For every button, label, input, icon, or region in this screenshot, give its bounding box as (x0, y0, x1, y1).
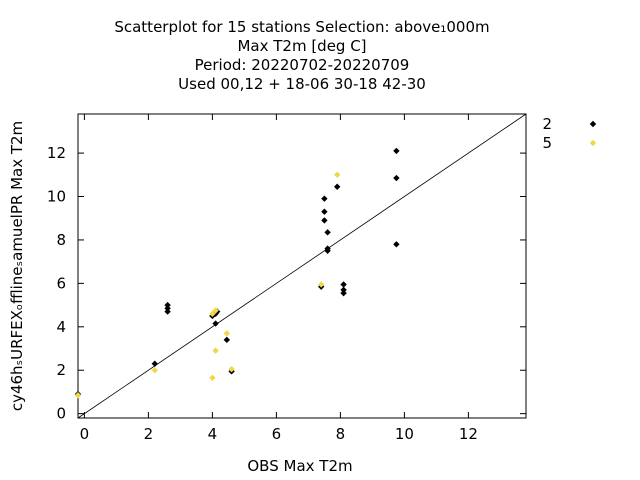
y-tick-label: 4 (56, 318, 66, 336)
data-point-series-2 (151, 360, 158, 367)
y-axis-label: cy46hₛURFEXₒfflineₛamuelPR Max T2m (8, 121, 26, 411)
title-line: Period: 20220702-20220709 (195, 56, 410, 74)
y-tick-label: 6 (56, 274, 66, 292)
data-point-series-5 (212, 347, 219, 354)
x-axis-label: OBS Max T2m (247, 457, 352, 475)
data-point-series-2 (164, 305, 171, 312)
chart-title: Scatterplot for 15 stations Selection: a… (114, 18, 489, 93)
data-point-series-2 (324, 247, 331, 254)
data-point-series-5 (318, 281, 325, 288)
axis-ticks: 0 2 4 6 8 10 12 0 2 4 6 8 10 12 (47, 114, 526, 443)
y-tick-label: 12 (47, 144, 66, 162)
plot-frame (77, 113, 527, 419)
data-point-series-2 (223, 336, 230, 344)
x-tick-label: 8 (336, 425, 346, 443)
data-point-series-2 (393, 174, 400, 182)
reference-line-y-equals-x (77, 113, 527, 419)
x-tick-label: 12 (459, 425, 478, 443)
x-tick-label: 0 (80, 425, 90, 443)
x-tick-label: 2 (144, 425, 154, 443)
title-line: Scatterplot for 15 stations Selection: a… (114, 18, 489, 36)
data-point-series-2 (340, 286, 347, 294)
data-point-series-5 (334, 171, 341, 178)
data-point-series-5 (209, 310, 216, 317)
title-line: Used 00,12 + 18-06 30-18 42-30 (178, 75, 426, 93)
data-point-series-2 (321, 208, 328, 215)
data-point-series-5 (151, 367, 158, 374)
data-point-series-2 (321, 195, 328, 202)
data-point-series-2 (340, 281, 347, 288)
data-point-series-5 (223, 330, 230, 337)
data-point-series-2 (393, 241, 400, 248)
x-tick-label: 4 (208, 425, 218, 443)
y-tick-label: 0 (56, 405, 66, 423)
data-point-series-2 (164, 301, 171, 309)
data-point-series-2 (321, 217, 328, 224)
data-point-series-5 (209, 374, 216, 382)
legend-label: 5 (542, 134, 552, 152)
y-tick-label: 2 (56, 361, 66, 379)
x-tick-label: 10 (395, 425, 414, 443)
data-point-series-5 (212, 307, 219, 314)
x-tick-label: 6 (272, 425, 282, 443)
legend: 25 (542, 115, 597, 152)
data-point-series-2 (212, 320, 219, 327)
legend-label: 2 (542, 115, 552, 133)
legend-marker (589, 120, 597, 128)
data-point-series-5 (74, 392, 82, 399)
y-tick-label: 10 (47, 188, 66, 206)
legend-marker (589, 139, 597, 147)
data-point-series-2 (393, 147, 400, 155)
title-line: Max T2m [deg C] (237, 37, 366, 55)
data-point-series-2 (340, 289, 347, 297)
data-point-series-2 (324, 229, 331, 236)
data-point-series-2 (164, 308, 171, 315)
data-point-series-5 (228, 365, 235, 373)
data-points (74, 147, 400, 399)
data-point-series-2 (334, 183, 341, 190)
y-tick-label: 8 (56, 231, 66, 249)
